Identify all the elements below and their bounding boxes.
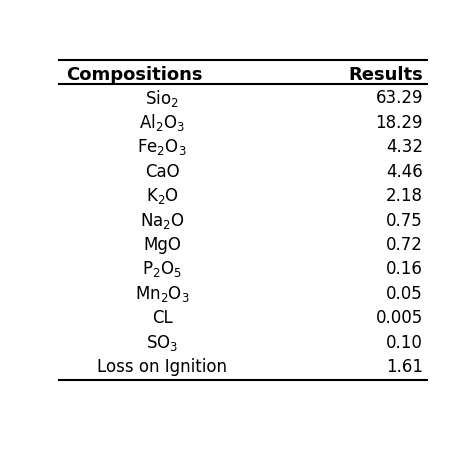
Text: 63.29: 63.29	[375, 89, 423, 107]
Text: 1.61: 1.61	[386, 358, 423, 375]
Text: 0.10: 0.10	[386, 333, 423, 351]
Text: 4.46: 4.46	[386, 162, 423, 180]
Text: CaO: CaO	[145, 162, 180, 180]
Text: K$_2$O: K$_2$O	[146, 186, 179, 206]
Text: 0.75: 0.75	[386, 211, 423, 229]
Text: 18.29: 18.29	[375, 113, 423, 131]
Text: Loss on Ignition: Loss on Ignition	[97, 358, 227, 375]
Text: 0.005: 0.005	[376, 308, 423, 326]
Text: Al$_2$O$_3$: Al$_2$O$_3$	[139, 112, 185, 133]
Text: Na$_2$O: Na$_2$O	[140, 210, 184, 230]
Text: Results: Results	[348, 66, 423, 84]
Text: P$_2$O$_5$: P$_2$O$_5$	[142, 259, 182, 279]
Text: 2.18: 2.18	[386, 187, 423, 205]
Text: CL: CL	[152, 308, 173, 326]
Text: MgO: MgO	[143, 235, 181, 253]
Text: 4.32: 4.32	[386, 138, 423, 156]
Text: 0.05: 0.05	[386, 284, 423, 302]
Text: 0.72: 0.72	[386, 235, 423, 253]
Text: Fe$_2$O$_3$: Fe$_2$O$_3$	[137, 137, 187, 157]
Text: Compositions: Compositions	[66, 66, 203, 84]
Text: Sio$_2$: Sio$_2$	[145, 88, 179, 109]
Text: Mn$_2$O$_3$: Mn$_2$O$_3$	[135, 283, 190, 303]
Text: SO$_3$: SO$_3$	[146, 332, 178, 352]
Text: 0.16: 0.16	[386, 260, 423, 278]
